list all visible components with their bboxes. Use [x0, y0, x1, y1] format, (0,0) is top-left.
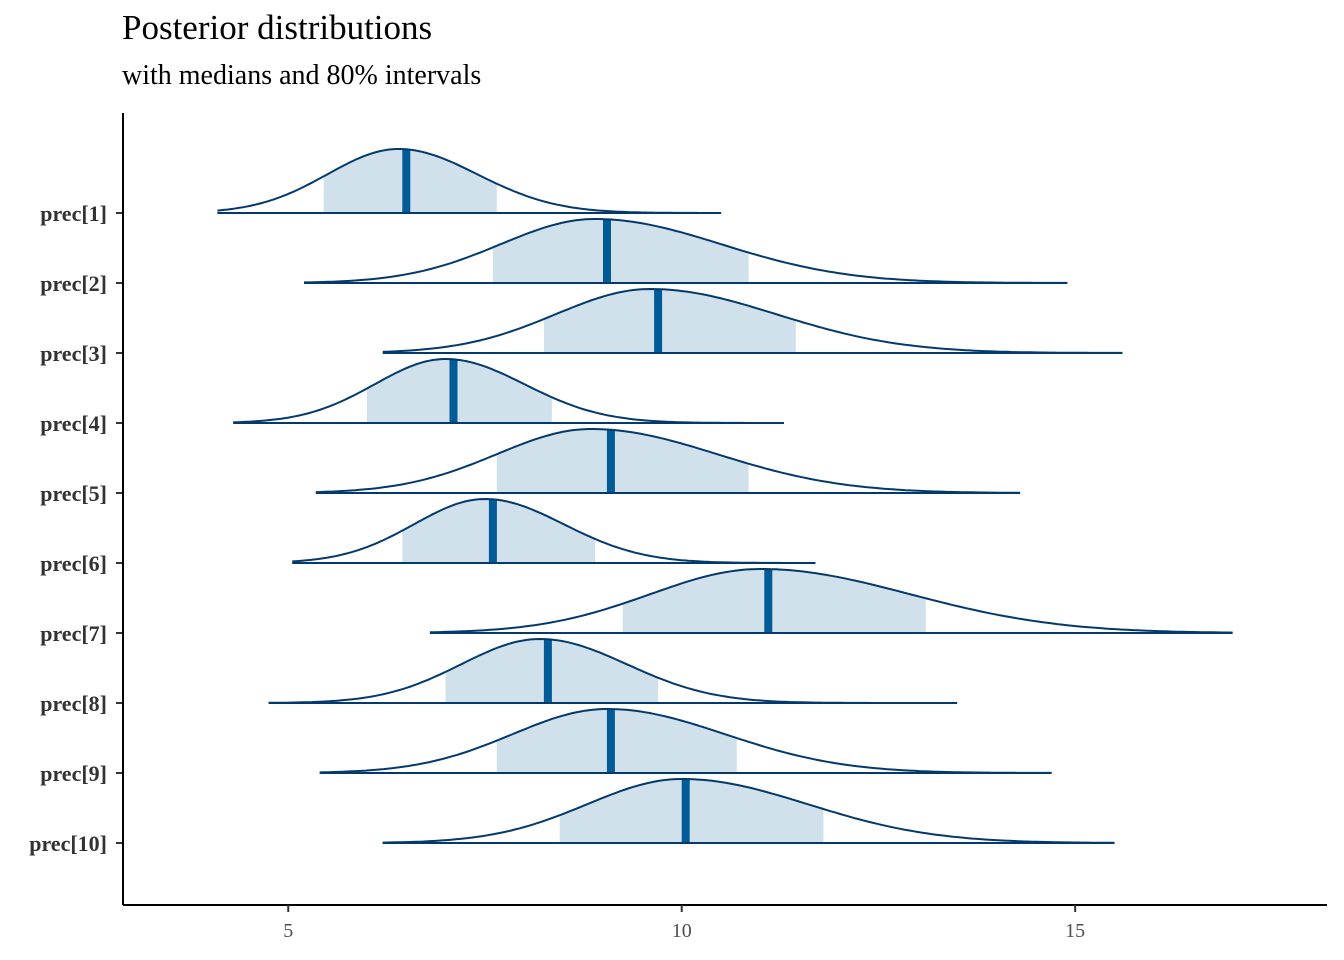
- density-7: [429, 568, 1233, 634]
- y-tick-label-7: prec[7]: [40, 621, 107, 646]
- y-tick-label-1: prec[1]: [40, 201, 107, 226]
- density-curve-2: [304, 218, 1068, 284]
- density-layer: [217, 148, 1233, 844]
- axes-layer: prec[1] prec[2] prec[3] prec[4] prec[5] prec[…: [29, 113, 1327, 942]
- chart-title: Posterior distributions: [122, 8, 433, 47]
- chart-subtitle: with medians and 80% intervals: [122, 60, 482, 91]
- y-tick-label-5: prec[5]: [40, 481, 107, 506]
- interval-area-2: [492, 219, 749, 283]
- y-tick-label-6: prec[6]: [40, 551, 107, 576]
- interval-area-3: [544, 289, 796, 353]
- y-tick-label-10: prec[10]: [29, 831, 107, 856]
- density-curve-7: [429, 568, 1233, 634]
- interval-area-6: [402, 499, 596, 563]
- x-tick-label-3: 15: [1065, 920, 1085, 942]
- density-6: [292, 497, 816, 564]
- density-8: [268, 637, 958, 704]
- density-5: [315, 428, 1021, 494]
- density-2: [304, 218, 1068, 284]
- interval-area-7: [622, 569, 926, 633]
- density-curve-10: [382, 778, 1115, 844]
- interval-area-9: [496, 709, 737, 773]
- interval-area-10: [559, 779, 824, 843]
- density-3: [382, 287, 1123, 354]
- density-4: [233, 358, 784, 424]
- y-tick-label-8: prec[8]: [40, 691, 107, 716]
- interval-area-4: [366, 359, 552, 423]
- density-curve-3: [382, 287, 1123, 354]
- density-curve-5: [315, 428, 1021, 494]
- density-curve-9: [319, 708, 1052, 774]
- x-tick-label-2: 10: [672, 920, 692, 942]
- y-tick-label-2: prec[2]: [40, 271, 107, 296]
- x-tick-label-1: 5: [283, 920, 293, 942]
- y-tick-label-3: prec[3]: [40, 341, 107, 366]
- density-10: [382, 778, 1115, 844]
- density-9: [319, 708, 1052, 774]
- y-tick-label-9: prec[9]: [40, 761, 107, 786]
- y-tick-label-4: prec[4]: [40, 411, 107, 436]
- density-1: [217, 148, 722, 214]
